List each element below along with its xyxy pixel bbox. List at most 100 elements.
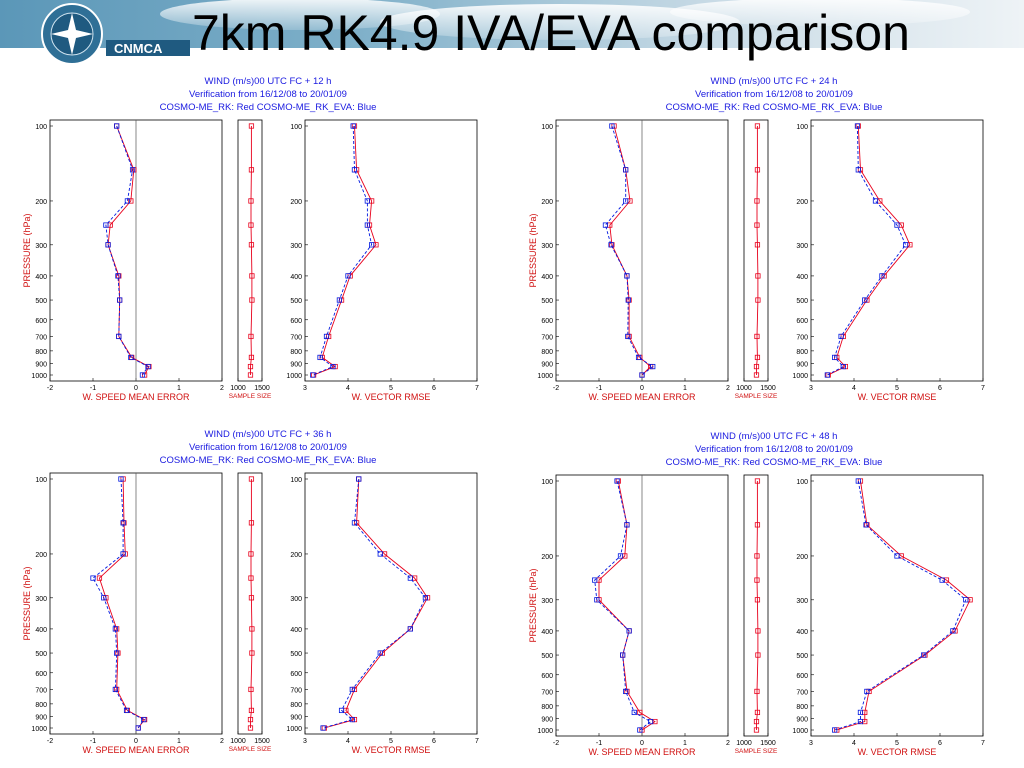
x-tick-label: 1 [177, 385, 181, 392]
rk-series-line [107, 125, 150, 376]
y-tick-label: 900 [290, 715, 302, 722]
x-tick-label: 1500 [254, 385, 270, 392]
rk-data-point [754, 354, 761, 361]
y-tick-label: 500 [541, 653, 553, 660]
eva-series-line [312, 125, 373, 376]
eva-data-point [855, 167, 861, 173]
slide-header: CNMCA 7km RK4.9 IVA/EVA comparison [0, 0, 1024, 72]
x-tick-label: 2 [220, 738, 224, 745]
eva-data-point [824, 372, 830, 378]
y-tick-label: 200 [290, 552, 302, 559]
eva-data-point [862, 297, 868, 303]
x-tick-label: -1 [596, 385, 602, 392]
eva-data-point [139, 372, 146, 378]
eva-data-point [894, 553, 900, 559]
x-tick-label: 7 [475, 385, 479, 392]
x-axis-label: W. SPEED MEAN ERROR [588, 392, 696, 402]
eva-data-point [114, 650, 120, 656]
eva-data-point [838, 333, 844, 340]
y-tick-label: 100 [541, 479, 553, 486]
eva-series-line [105, 125, 149, 376]
eva-data-point [103, 222, 109, 228]
y-tick-label: 300 [541, 243, 553, 250]
verification-period: Verification from 16/12/08 to 20/01/09 [695, 89, 853, 100]
eva-series-line [604, 125, 654, 376]
y-tick-label: 600 [290, 671, 302, 678]
x-tick-label: 2 [726, 385, 730, 392]
eva-data-point [364, 222, 370, 228]
eva-data-point [141, 716, 147, 723]
y-tick-label: 600 [290, 318, 302, 325]
rk-data-point [248, 123, 255, 129]
rk-data-point [754, 553, 760, 559]
y-tick-label: 1000 [31, 726, 47, 733]
slide-title: 7km RK4.9 IVA/EVA comparison [192, 5, 910, 61]
rk-data-point [754, 688, 760, 695]
y-tick-label: 600 [35, 671, 47, 678]
eva-data-point [840, 363, 846, 370]
rk-data-point [754, 709, 761, 716]
rk-data-point [128, 198, 134, 204]
eva-data-point [407, 575, 413, 581]
y-tick-label: 100 [796, 479, 808, 486]
eva-data-point [857, 709, 864, 716]
eva-data-point [647, 718, 654, 725]
x-tick-label: -2 [47, 385, 53, 392]
x-tick-label: -2 [47, 738, 53, 745]
rk-data-point [248, 476, 255, 482]
y-tick-label: 100 [541, 124, 553, 131]
rk-data-point [754, 123, 761, 129]
panel-title: WIND (m/s)00 UTC FC + 12 h [205, 76, 332, 87]
y-tick-label: 700 [290, 334, 302, 341]
rmse-frame [304, 472, 478, 735]
eva-data-point [623, 688, 629, 695]
x-tick-label: 2 [726, 740, 730, 747]
y-tick-label: 500 [290, 298, 302, 305]
x-tick-label: 1 [683, 740, 687, 747]
y-axis-label: PRESSURE (hPa) [22, 213, 32, 287]
x-tick-label: 1500 [760, 740, 776, 747]
y-tick-label: 400 [541, 629, 553, 636]
y-tick-label: 200 [35, 199, 47, 206]
eva-series-line [834, 480, 967, 731]
y-tick-label: 200 [796, 199, 808, 206]
x-axis-label: SAMPLE SIZE [735, 393, 778, 400]
rk-data-point [754, 478, 761, 484]
eva-series-line [92, 478, 145, 729]
eva-data-point [350, 123, 356, 129]
rk-data-point [754, 222, 760, 228]
y-tick-label: 900 [290, 362, 302, 369]
y-tick-label: 800 [796, 349, 808, 356]
x-tick-label: 1 [177, 738, 181, 745]
rk-data-point [249, 297, 255, 303]
y-tick-label: 800 [35, 349, 47, 356]
y-axis-label: PRESSURE (hPa) [22, 566, 32, 640]
verification-period: Verification from 16/12/08 to 20/01/09 [189, 442, 347, 453]
x-tick-label: 2 [220, 385, 224, 392]
eva-data-point [623, 167, 629, 173]
y-tick-label: 900 [35, 362, 47, 369]
x-tick-label: 1000 [736, 385, 752, 392]
eva-data-point [635, 354, 642, 361]
x-tick-label: 4 [852, 740, 856, 747]
eva-data-point [625, 333, 631, 340]
sample-size-frame [743, 474, 769, 737]
x-axis-label: W. SPEED MEAN ERROR [588, 747, 696, 757]
y-tick-label: 500 [35, 298, 47, 305]
y-tick-label: 800 [290, 702, 302, 709]
y-tick-label: 800 [541, 349, 553, 356]
eva-data-point [407, 626, 413, 632]
y-tick-label: 600 [541, 318, 553, 325]
eva-data-point [123, 707, 130, 714]
rk-data-point [247, 725, 254, 731]
x-axis-label: W. VECTOR RMSE [352, 392, 431, 402]
eva-data-point [377, 650, 383, 656]
eva-data-point [90, 575, 96, 581]
eva-data-point [105, 242, 111, 248]
eva-data-point [620, 652, 626, 658]
rk-data-point [754, 522, 761, 528]
x-axis-label: SAMPLE SIZE [229, 746, 272, 753]
eva-data-point [614, 478, 620, 484]
x-tick-label: -2 [553, 385, 559, 392]
eva-data-point [351, 167, 358, 173]
